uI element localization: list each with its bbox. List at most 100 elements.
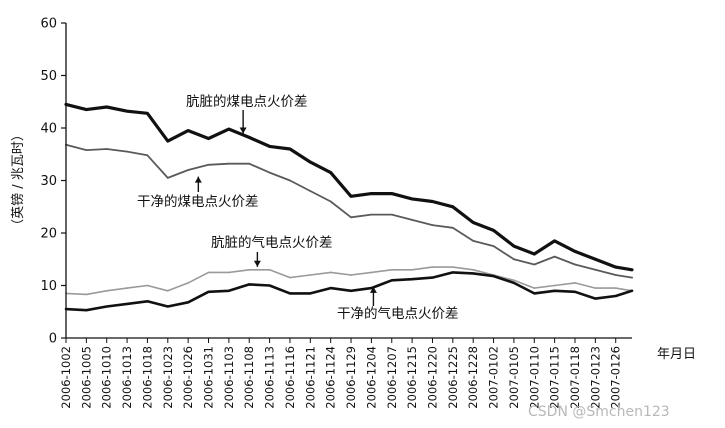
data-point — [329, 287, 332, 289]
data-point — [85, 108, 88, 111]
data-point — [350, 289, 352, 292]
data-point — [513, 245, 515, 248]
x-tick-label: 2006-1018 — [140, 346, 154, 409]
annotation-clean-gas: 干净的气电点火价差 — [337, 306, 459, 322]
data-point — [472, 221, 475, 224]
x-tick-label: 2006-1108 — [242, 346, 256, 409]
data-point — [350, 216, 352, 219]
data-point — [268, 268, 271, 271]
data-point — [146, 300, 149, 303]
data-point — [350, 274, 352, 276]
data-point — [451, 226, 454, 229]
data-point — [594, 268, 597, 271]
data-point — [631, 268, 633, 271]
data-point — [187, 129, 190, 132]
data-point — [533, 253, 536, 255]
y-tick-label: 10 — [40, 279, 57, 294]
data-point — [533, 292, 536, 295]
data-point — [370, 213, 373, 216]
x-tick-label: 2006-1124 — [324, 346, 338, 409]
data-point — [390, 279, 393, 282]
x-tick-label: 2006-1204 — [364, 346, 378, 409]
data-point — [492, 245, 495, 248]
data-point — [370, 192, 373, 195]
x-tick-label: 2007-0105 — [507, 346, 521, 409]
y-axis: 0 10 20 30 40 50 60 — [40, 17, 67, 347]
data-point — [513, 279, 515, 282]
data-point — [166, 140, 169, 143]
x-tick-label: 2006-1116 — [283, 346, 297, 409]
y-tick-label: 60 — [40, 17, 57, 32]
y-tick-label: 0 — [49, 332, 57, 347]
data-point — [350, 195, 352, 198]
data-point — [166, 305, 169, 308]
data-point — [309, 161, 312, 164]
x-tick-label: 2006-1010 — [100, 346, 114, 409]
data-point — [207, 137, 210, 140]
data-point — [228, 289, 230, 292]
data-point — [268, 145, 271, 148]
data-point — [631, 289, 633, 292]
y-tick-label: 30 — [40, 174, 57, 189]
annotations: 肮脏的煤电点火价差 干净的煤电点火价差 肮脏的气电点火价差 干净的气电点火价差 — [137, 94, 459, 322]
data-point — [574, 290, 576, 293]
data-point — [411, 268, 413, 271]
y-tick-label: 40 — [40, 122, 57, 137]
annotation-arrow-head — [239, 127, 247, 134]
data-point — [614, 266, 617, 268]
data-point — [329, 271, 332, 274]
annotation-arrow-head — [369, 286, 377, 293]
data-point — [85, 309, 88, 312]
data-point — [166, 177, 169, 179]
data-point — [594, 258, 597, 261]
y-tick-label: 50 — [40, 69, 57, 84]
data-point — [411, 198, 413, 200]
data-point — [472, 272, 475, 275]
x-tick-label: 2006-1129 — [344, 346, 358, 409]
data-point — [228, 128, 230, 131]
data-point — [553, 284, 556, 287]
annotation-arrow-head — [194, 176, 202, 183]
x-tick-label: 2007-0115 — [548, 346, 562, 409]
data-point — [309, 274, 312, 276]
data-point — [533, 263, 536, 266]
plot-area — [64, 102, 634, 312]
data-point — [594, 287, 597, 289]
x-axis: 2006-1002 2006-1005 2006-1010 2006-1013 2006… — [59, 337, 632, 409]
data-point — [85, 149, 88, 152]
data-point — [105, 289, 108, 292]
data-point — [614, 274, 617, 276]
data-point — [492, 275, 495, 277]
data-point — [146, 112, 149, 115]
annotation-dirty-coal: 肮脏的煤电点火价差 — [186, 94, 308, 110]
data-point — [126, 150, 128, 153]
data-point — [268, 171, 271, 174]
x-tick-label: 2006-1013 — [120, 346, 134, 409]
data-point — [472, 240, 475, 242]
data-point — [207, 271, 210, 274]
data-point — [553, 255, 556, 258]
x-tick-label: 2007-0126 — [609, 346, 623, 409]
data-point — [146, 284, 149, 287]
data-point — [228, 162, 230, 165]
data-point — [126, 287, 128, 289]
data-point — [248, 283, 251, 286]
x-tick-label: 2006-1121 — [303, 346, 317, 409]
x-tick-label: 2006-1002 — [59, 346, 73, 409]
data-point — [370, 271, 373, 274]
data-point — [553, 289, 556, 292]
data-point — [411, 278, 413, 281]
x-tick-label: 2007-0123 — [588, 346, 602, 409]
data-point — [105, 106, 108, 108]
data-point — [187, 301, 190, 304]
data-point — [614, 295, 617, 297]
data-point — [187, 169, 190, 171]
data-point — [370, 287, 373, 289]
data-point — [85, 293, 88, 296]
x-tick-label: 2007-0102 — [487, 346, 501, 409]
data-point — [574, 250, 576, 253]
data-point — [309, 190, 312, 192]
data-point — [105, 148, 108, 150]
annotation-clean-coal: 干净的煤电点火价差 — [137, 194, 259, 210]
